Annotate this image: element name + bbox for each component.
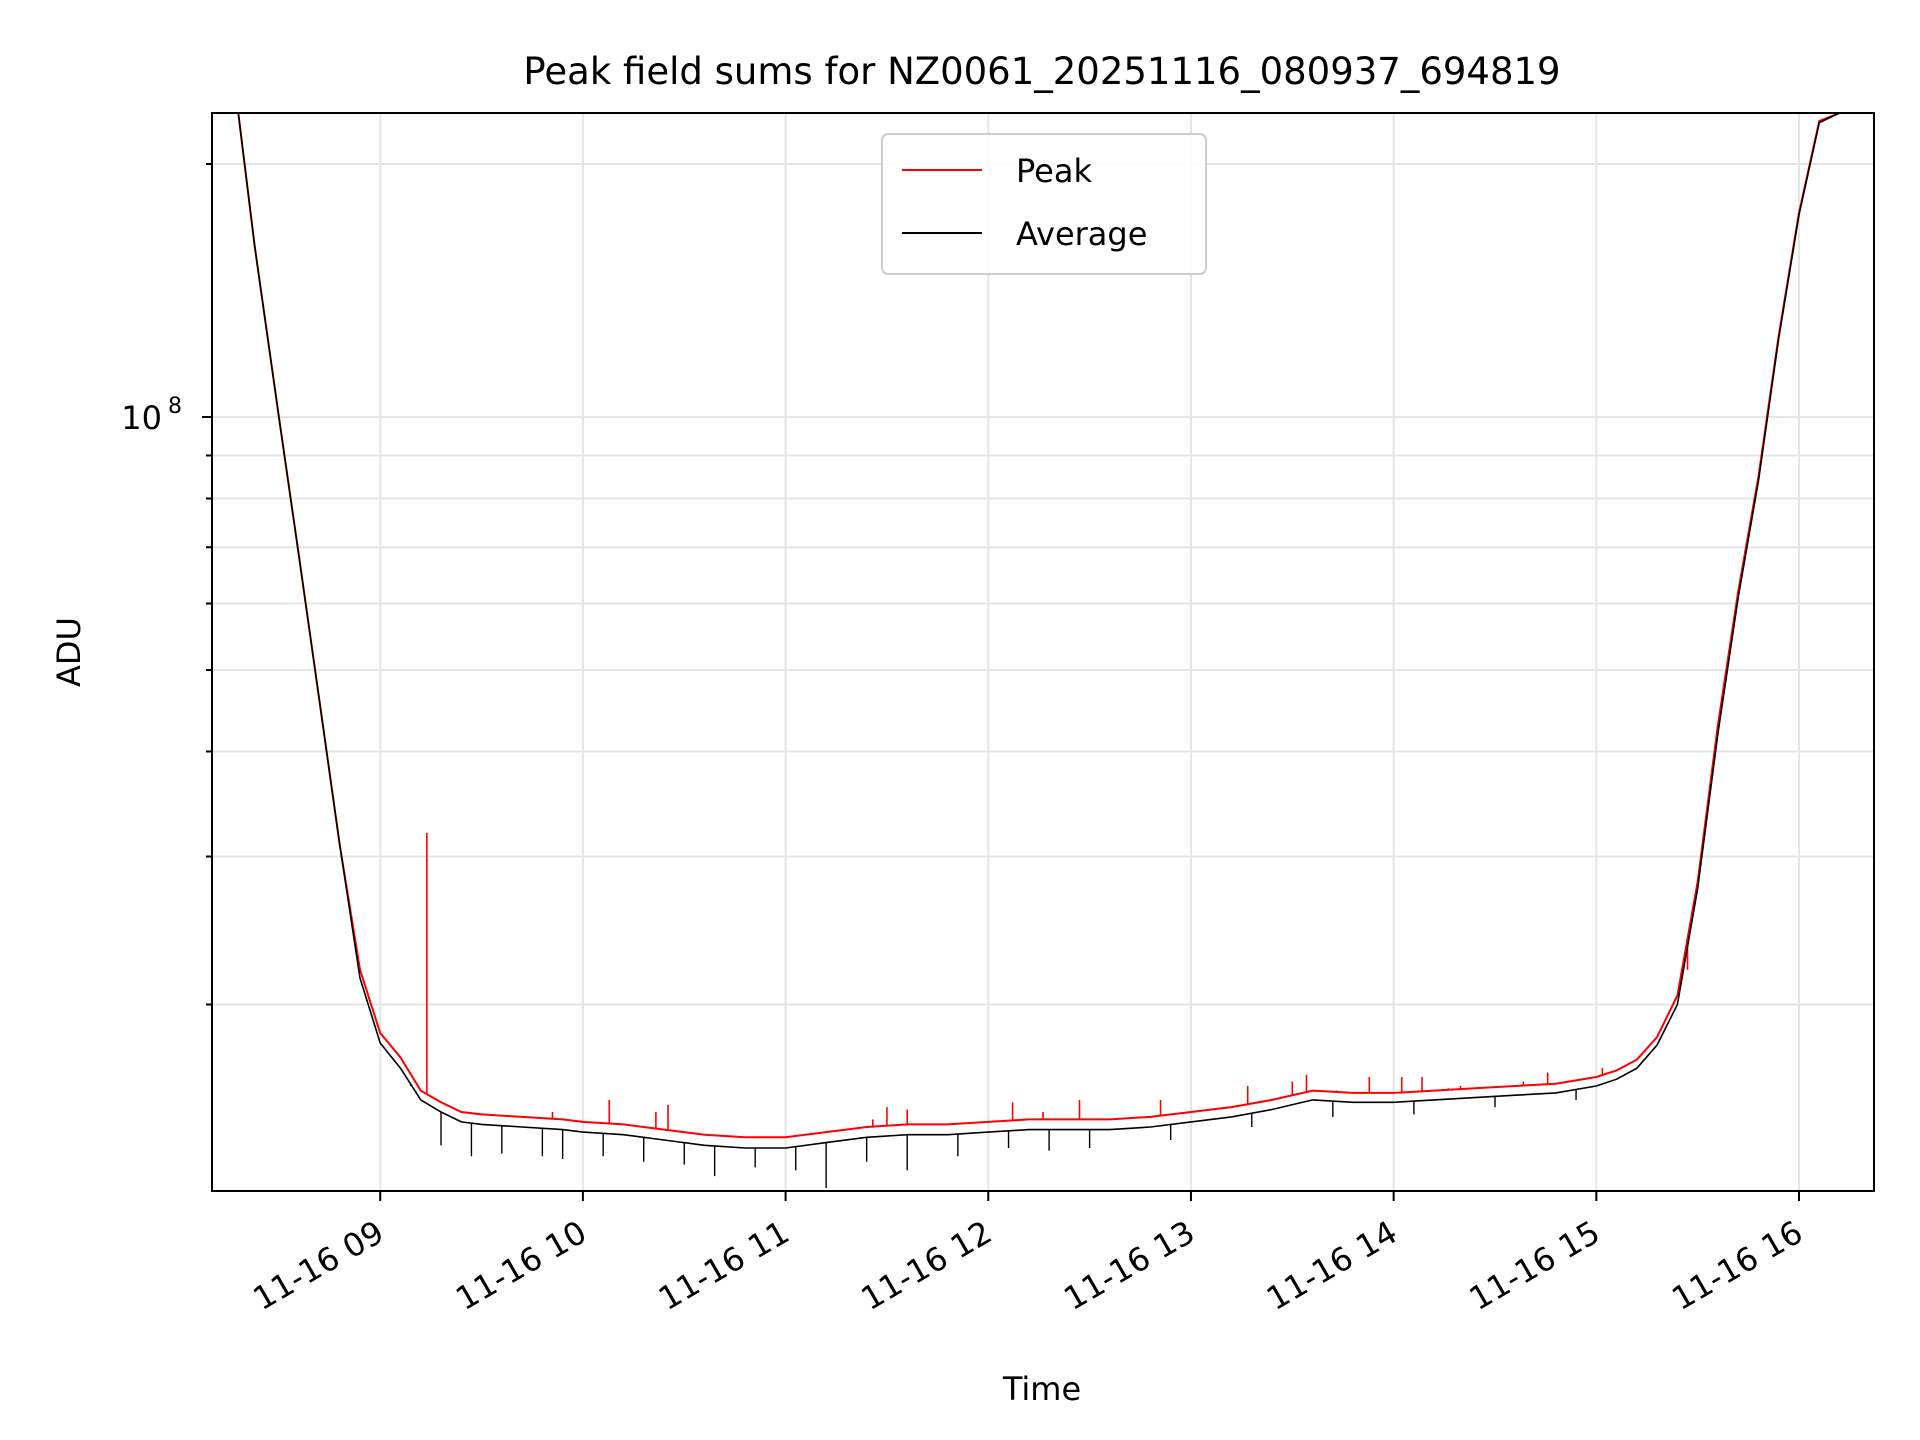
peak-series-line	[237, 112, 1840, 1139]
grid-lines	[212, 113, 1874, 1191]
legend-average-label: Average	[1016, 215, 1147, 253]
legend-peak-label: Peak	[1016, 152, 1092, 190]
y-tick-exponent: 8	[168, 394, 182, 419]
plot-frame	[211, 112, 1875, 1192]
y-tick-label: 10	[121, 399, 162, 437]
y-axis-label: ADU	[50, 617, 88, 687]
chart-title: Peak field sums for NZ0061_20251116_0809…	[523, 50, 1560, 93]
series-layer	[237, 112, 1840, 1188]
average-series-line	[237, 112, 1840, 1149]
x-axis-label: Time	[1002, 1370, 1081, 1408]
legend: Peak Average	[881, 133, 1207, 275]
